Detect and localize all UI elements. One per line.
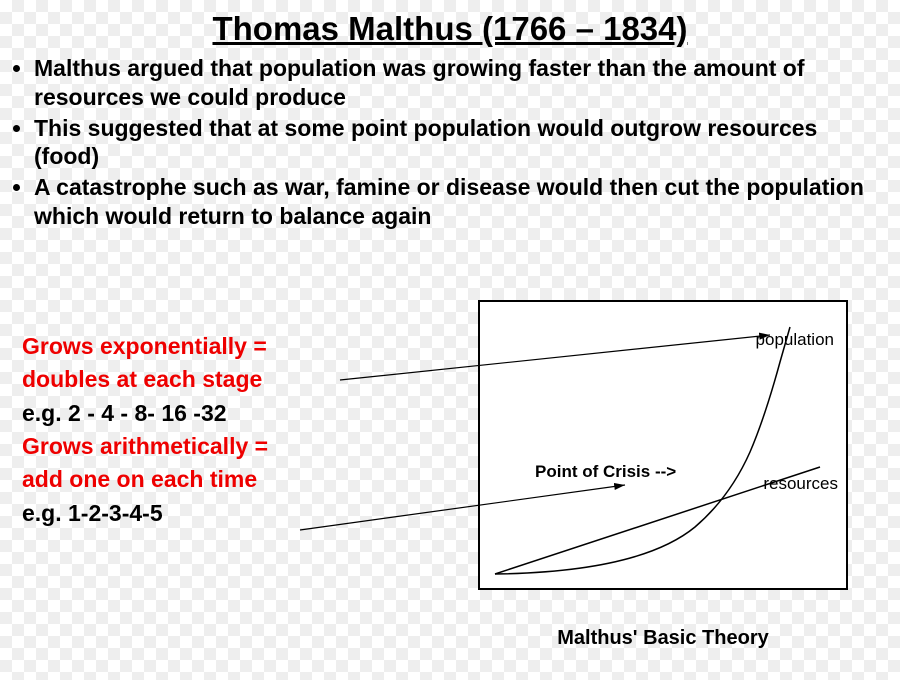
chart-box: population resources Point of Crisis --> (478, 300, 848, 590)
population-curve (495, 327, 790, 574)
arith-line2: add one on each time (22, 463, 422, 496)
crisis-label: Point of Crisis --> (535, 462, 676, 482)
bullet-list: Malthus argued that population was growi… (34, 54, 880, 231)
slide-container: { "title": "Thomas Malthus (1766 – 1834)… (0, 0, 900, 680)
exp-line2: doubles at each stage (22, 363, 422, 396)
chart-caption: Malthus' Basic Theory (448, 627, 878, 650)
bullet-item: A catastrophe such as war, famine or dis… (34, 173, 880, 231)
exp-line1: Grows exponentially = (22, 330, 422, 363)
arith-example: e.g. 1-2-3-4-5 (22, 497, 422, 530)
bullet-item: This suggested that at some point popula… (34, 114, 880, 172)
chart-area: population resources Point of Crisis -->… (448, 290, 878, 650)
slide-title: Thomas Malthus (1766 – 1834) (0, 0, 900, 48)
population-label: population (756, 330, 834, 350)
growth-annotations: Grows exponentially = doubles at each st… (22, 330, 422, 530)
bullet-item: Malthus argued that population was growi… (34, 54, 880, 112)
resources-label: resources (763, 474, 838, 494)
arith-line1: Grows arithmetically = (22, 430, 422, 463)
exp-example: e.g. 2 - 4 - 8- 16 -32 (22, 397, 422, 430)
